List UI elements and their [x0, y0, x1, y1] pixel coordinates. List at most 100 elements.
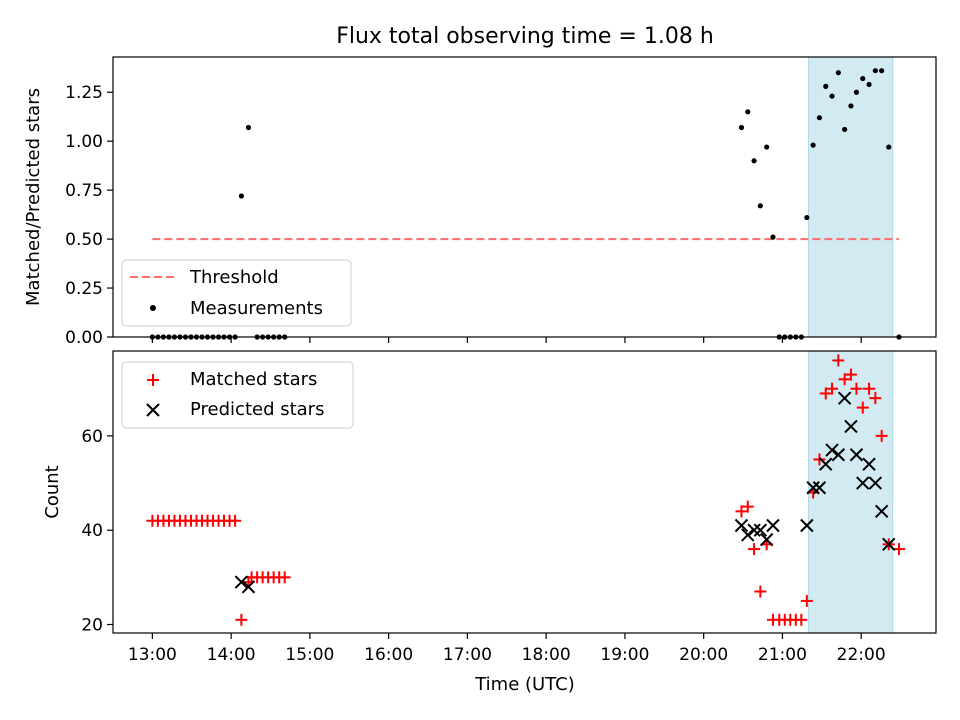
matched-star-point — [826, 382, 839, 395]
predicted-star-point — [806, 481, 820, 495]
legend-predicted-swatch — [146, 403, 160, 417]
predicted-star-point — [812, 481, 827, 495]
x-tick-label: 17:00 — [443, 645, 492, 665]
observing-window-span — [808, 57, 893, 337]
legend-matched-swatch — [147, 374, 159, 386]
measurement-point — [745, 109, 751, 115]
measurement-point — [804, 214, 810, 221]
top-axes-frame — [112, 56, 937, 338]
legend-matched-label: Matched stars — [190, 369, 317, 390]
observing-span-top — [807, 57, 894, 337]
top-panel: 0.00 0.25 0.50 0.75 1.00 1.25 Matched/Predict… — [23, 56, 937, 348]
measurement-point — [829, 93, 835, 99]
measurement-point — [886, 144, 892, 150]
measurement-point — [860, 75, 866, 82]
matched-star-point — [844, 368, 857, 381]
matched-star-point — [832, 354, 845, 367]
matched-star-point — [278, 571, 291, 584]
matched-star-point — [748, 543, 761, 556]
x-tick-label: 14:00 — [207, 645, 256, 665]
measurement-point — [757, 203, 763, 209]
measurement-point — [879, 68, 885, 74]
y-tick-label: 20 — [81, 616, 103, 636]
predicted-star-point — [819, 457, 833, 471]
matched-star-point — [892, 543, 905, 556]
predicted-star-point — [831, 448, 846, 462]
measurement-point — [751, 158, 757, 164]
predicted-star-point — [766, 518, 780, 533]
x-tick-label: 13:00 — [128, 645, 177, 665]
y-tick-label: 0.50 — [65, 230, 103, 250]
predicted-star-point — [753, 523, 768, 537]
bottom-panel: 13:00 14:00 15:00 16:00 17:00 18:00 19:00 20:00… — [42, 350, 937, 695]
predicted-star-point — [825, 443, 839, 457]
measurement-point — [245, 124, 252, 131]
y-tick-label: 60 — [81, 427, 103, 447]
y-tick-label: 1.25 — [65, 83, 103, 103]
predicted-star-point — [862, 457, 876, 471]
top-legend: Threshold Measurements — [121, 259, 352, 327]
top-y-ticks: 0.00 0.25 0.50 0.75 1.00 1.25 — [65, 83, 113, 348]
predicted-stars-points — [234, 391, 896, 594]
matched-star-point — [229, 514, 242, 527]
x-axis-label: Time (UTC) — [474, 674, 575, 695]
matched-star-point — [838, 373, 851, 386]
predicted-star-point — [849, 448, 864, 462]
y-tick-label: 40 — [81, 521, 103, 541]
bottom-axes-frame — [112, 350, 937, 634]
legend-threshold-label: Threshold — [189, 267, 279, 288]
predicted-star-point — [734, 518, 749, 533]
y-tick-label: 0.25 — [65, 279, 103, 299]
y-tick-label: 0.75 — [65, 181, 103, 201]
bottom-legend: Matched stars Predicted stars — [121, 361, 354, 429]
x-tick-label: 21:00 — [758, 645, 807, 665]
measurement-point — [816, 115, 823, 121]
measurement-point — [842, 126, 848, 133]
matched-star-point — [235, 613, 248, 626]
matched-star-point — [735, 505, 748, 518]
top-x-ticks — [151, 337, 862, 343]
predicted-star-point — [241, 580, 256, 594]
bottom-legend-box — [121, 361, 354, 429]
measurement-point — [764, 144, 770, 150]
matched-star-point — [819, 387, 832, 400]
matched-stars-points — [146, 354, 905, 626]
predicted-star-point — [800, 518, 814, 533]
predicted-star-point — [882, 537, 896, 552]
matched-star-point — [869, 392, 882, 405]
measurement-point — [853, 89, 860, 95]
top-y-axis-label: Matched/Predicted stars — [23, 88, 44, 306]
predicted-star-point — [837, 391, 852, 405]
bottom-y-ticks: 20 40 60 — [81, 427, 113, 636]
predicted-star-point — [747, 523, 761, 537]
matched-star-point — [813, 453, 826, 466]
chart-title: Flux total observing time = 1.08 h — [336, 24, 714, 49]
predicted-star-point — [759, 532, 774, 547]
measurement-point — [738, 124, 745, 131]
measurement-point — [810, 142, 816, 148]
predicted-star-point — [874, 504, 889, 519]
legend-predicted-label: Predicted stars — [190, 399, 324, 420]
bottom-y-axis-label: Count — [42, 465, 63, 518]
x-tick-label: 20:00 — [679, 645, 728, 665]
measurement-point — [872, 68, 878, 74]
measurement-point — [770, 234, 776, 240]
measurement-point — [823, 83, 829, 89]
measurement-point — [866, 81, 872, 88]
x-tick-label: 22:00 — [837, 645, 886, 665]
y-tick-label: 0.00 — [65, 328, 103, 348]
matched-star-point — [800, 594, 813, 607]
legend-measurements-swatch — [150, 305, 156, 311]
x-tick-label: 19:00 — [600, 645, 649, 665]
matched-star-point — [863, 382, 876, 395]
y-tick-label: 1.00 — [65, 132, 103, 152]
predicted-star-point — [856, 476, 870, 490]
measurement-point — [238, 193, 244, 199]
x-tick-label: 18:00 — [522, 645, 571, 665]
predicted-star-point — [868, 476, 883, 490]
matched-star-point — [875, 429, 888, 442]
legend-measurements-label: Measurements — [190, 298, 323, 319]
matched-star-point — [741, 500, 754, 513]
